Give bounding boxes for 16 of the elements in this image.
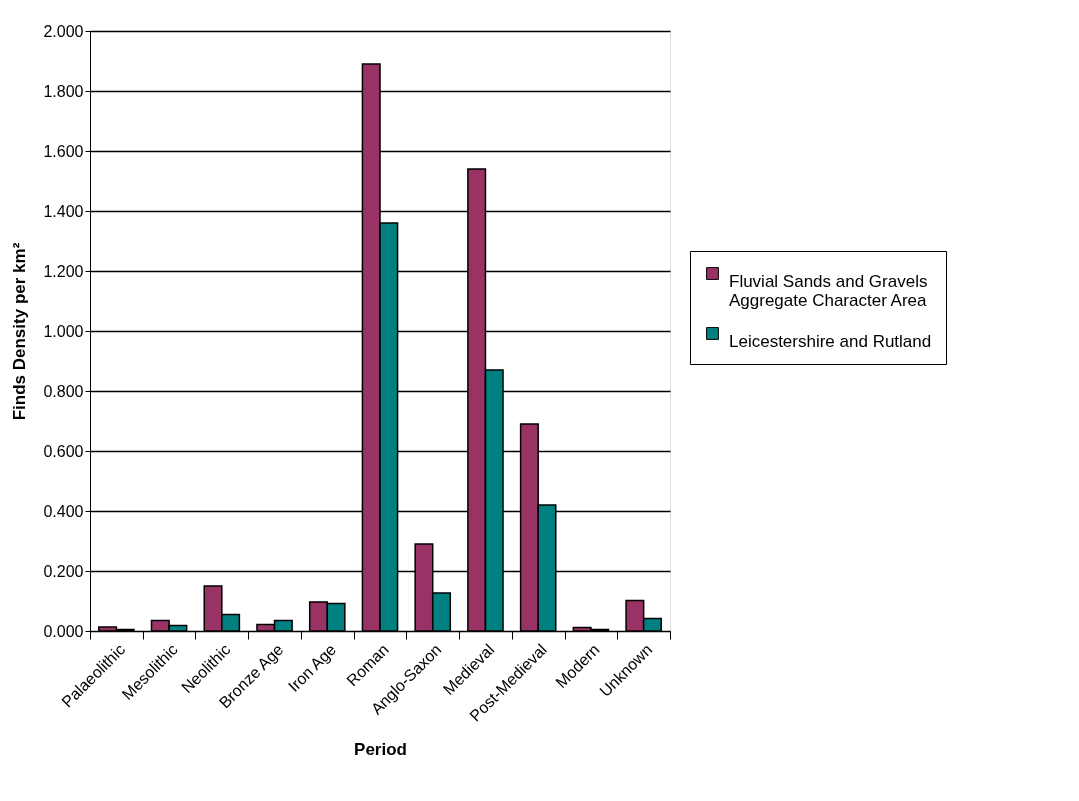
y-tick-label: 1.600 [43, 142, 84, 160]
x-axis-title: Period [354, 740, 407, 760]
y-axis-title: Finds Density per km² [10, 242, 30, 421]
y-tick-label: 1.800 [43, 82, 84, 100]
y-tick-label: 0.000 [43, 622, 84, 640]
y-tick-label: 1.200 [43, 262, 84, 280]
y-tick-label: 1.000 [43, 322, 84, 340]
x-tick-label: Iron Age [284, 640, 340, 695]
y-tick-label: 0.400 [43, 502, 84, 520]
legend-label: Leicestershire and Rutland [729, 331, 932, 351]
y-tick-label: 2.000 [43, 22, 84, 40]
y-tick-label: 0.200 [43, 562, 84, 580]
y-tick-label: 0.800 [43, 382, 84, 400]
legend-label: Fluvial Sands and Gravels Aggregate Character Area [729, 271, 928, 310]
y-tick-label: 1.400 [43, 202, 84, 220]
y-tick-label: 0.600 [43, 442, 84, 460]
